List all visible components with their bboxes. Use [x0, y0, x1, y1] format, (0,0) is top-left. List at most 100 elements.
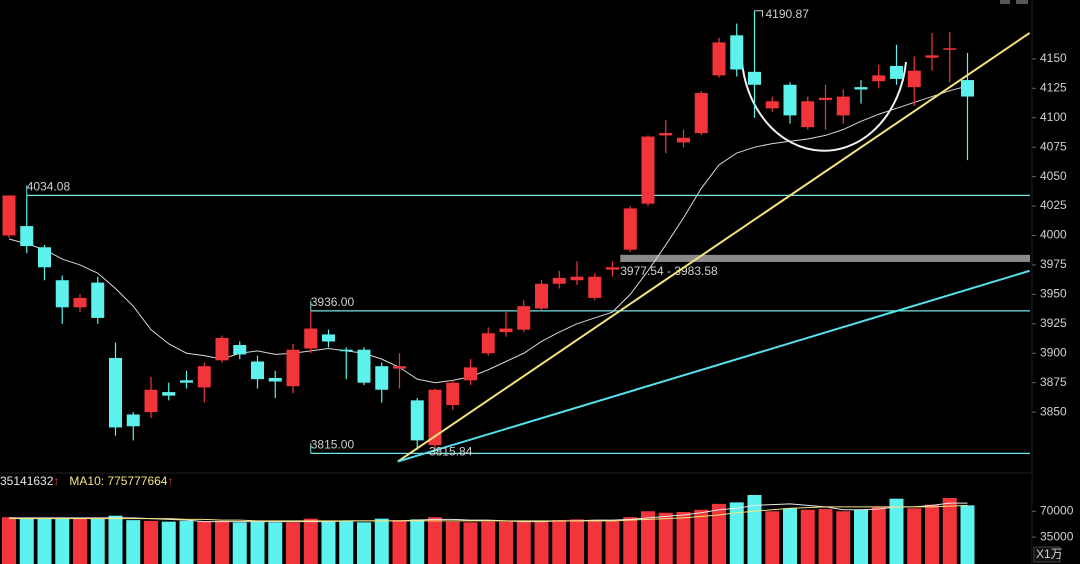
y-tick-label: 3950 — [1040, 287, 1067, 301]
volume-bar — [303, 518, 318, 564]
candle-body — [730, 35, 744, 70]
candle-body — [91, 282, 105, 318]
candle-body — [73, 297, 87, 308]
level-label: 4034.08 — [27, 180, 71, 194]
volume-bar — [232, 522, 247, 564]
candle-body — [304, 328, 318, 349]
volume-bar — [392, 520, 407, 564]
candle-body — [925, 55, 939, 58]
trendline — [397, 32, 1031, 463]
volume-bar — [37, 518, 52, 564]
candle-body — [357, 349, 371, 383]
volume-bar — [871, 506, 886, 564]
candle-body — [446, 382, 460, 406]
volume-bar — [836, 511, 851, 564]
candle-body — [606, 267, 619, 270]
volume-bar — [2, 517, 16, 564]
volume-bar — [800, 509, 815, 564]
candle-body — [694, 93, 708, 134]
candle-body — [641, 136, 655, 204]
volume-bar — [676, 512, 691, 564]
volume-tick-label: 70000 — [1040, 503, 1074, 517]
volume-bar — [126, 520, 141, 564]
candle-body — [765, 101, 779, 109]
volume-bar — [587, 520, 602, 564]
candle-body — [499, 328, 513, 333]
header-arrow: ↑ — [53, 474, 59, 488]
volume-bar — [641, 511, 655, 564]
volume-bar — [960, 505, 975, 564]
trendline — [397, 269, 1030, 463]
candle-body — [126, 414, 140, 427]
level-label: 3936.00 — [311, 295, 355, 309]
candle-body — [854, 87, 868, 90]
candle-body — [783, 84, 797, 116]
candle-body — [801, 101, 815, 128]
candle-body — [410, 400, 424, 441]
candle-body — [943, 48, 957, 50]
volume-bar — [818, 509, 833, 564]
volume-bar — [534, 520, 549, 564]
candle-body — [268, 377, 282, 382]
volume-bar — [73, 517, 87, 564]
level-label: 3815.00 — [311, 438, 355, 452]
volume-header: 35141632↑ MA10: 775777664↑ — [0, 474, 173, 488]
y-tick-label: 4125 — [1040, 80, 1067, 94]
volume-bar — [90, 518, 105, 564]
y-tick-label: 3875 — [1040, 375, 1067, 389]
candle-body — [961, 80, 974, 97]
unit-box — [1033, 546, 1061, 563]
volume-bar — [481, 521, 496, 564]
candle-body — [322, 334, 335, 342]
candle-body — [623, 208, 637, 250]
candle-body — [872, 75, 886, 82]
volume-bar — [179, 520, 194, 564]
volume-bar — [215, 520, 229, 564]
y-tick-label: 4075 — [1040, 139, 1067, 153]
candle-body — [570, 276, 584, 281]
low-label: 3815.84 — [429, 445, 473, 459]
volume-bar — [286, 522, 300, 564]
volume-bar — [445, 521, 460, 564]
icon[interactable] — [1000, 0, 1010, 4]
volume-tick-label: 35000 — [1040, 529, 1074, 543]
candle-body — [144, 389, 158, 413]
price-band — [620, 254, 1030, 262]
candle-body — [836, 96, 850, 116]
candle-body — [55, 280, 69, 308]
volume-bar — [428, 517, 442, 564]
high-label: 4190.87 — [766, 7, 810, 21]
y-tick-label: 3900 — [1040, 345, 1067, 359]
volume-bar — [516, 520, 531, 564]
volume-bar — [747, 495, 762, 564]
volume-bar — [55, 517, 70, 564]
candle-body — [907, 70, 921, 88]
candle-body — [2, 195, 16, 236]
y-tick-label: 4000 — [1040, 228, 1067, 242]
volume-bar — [925, 504, 939, 564]
volume-ma-line — [9, 504, 968, 522]
icon[interactable] — [1016, 0, 1028, 4]
volume-ma-line — [9, 502, 968, 523]
candle-body — [109, 357, 122, 428]
candle-body — [375, 366, 389, 390]
candle-body — [890, 65, 903, 79]
volume-bar — [729, 502, 744, 564]
volume-bar — [552, 520, 567, 564]
volume-bar — [321, 521, 336, 564]
volume-bar — [268, 522, 283, 564]
volume-bar — [783, 508, 797, 564]
candle-body — [162, 392, 176, 396]
candle-body — [481, 333, 495, 354]
volume-unit: X1万 — [1036, 547, 1063, 561]
candle-body — [659, 133, 673, 136]
volume-bar — [339, 520, 354, 564]
volume-bar — [197, 521, 212, 564]
cup-arc — [740, 37, 907, 152]
candle-body — [535, 283, 548, 309]
candle-body — [20, 226, 34, 247]
volume-bar — [854, 509, 868, 564]
volume-bar — [889, 498, 904, 564]
ma-line — [8, 85, 968, 384]
